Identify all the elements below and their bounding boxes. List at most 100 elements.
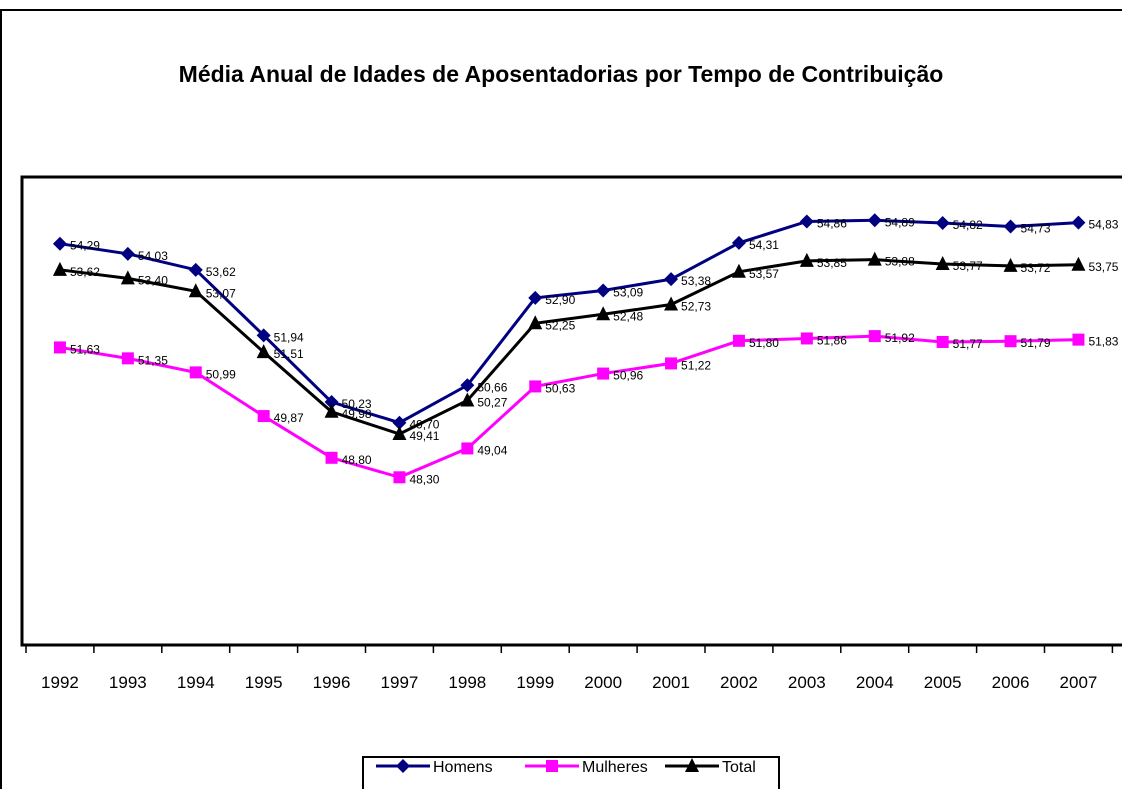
marker [731, 235, 746, 250]
data-label: 51,94 [274, 330, 304, 344]
marker [461, 442, 474, 455]
data-label: 51,51 [274, 347, 304, 361]
marker [188, 283, 203, 298]
x-tick-label: 1995 [245, 673, 283, 692]
marker [256, 344, 271, 359]
data-label: 51,22 [681, 358, 711, 372]
data-label: 50,99 [206, 367, 236, 381]
chart-title: Média Anual de Idades de Aposentadorias … [178, 61, 944, 87]
data-label: 52,48 [613, 309, 643, 323]
data-label: 49,87 [274, 411, 304, 425]
data-label: 51,83 [1088, 335, 1118, 349]
marker [1003, 219, 1018, 234]
marker [121, 352, 134, 365]
marker [393, 471, 406, 484]
marker [596, 283, 611, 298]
data-label: 51,35 [138, 353, 168, 367]
data-label: 49,41 [409, 429, 439, 443]
data-label: 49,70 [409, 418, 439, 432]
data-label: 50,96 [613, 369, 643, 383]
data-label: 54,82 [953, 218, 983, 232]
data-label: 49,98 [342, 407, 372, 421]
legend-label: Total [722, 759, 756, 776]
legend: Homens Mulheres Total [362, 756, 780, 789]
data-label: 53,77 [953, 259, 983, 273]
data-label: 52,25 [545, 318, 575, 332]
marker [1003, 257, 1018, 272]
marker [936, 335, 949, 348]
marker [935, 255, 950, 270]
x-tick-label: 1999 [516, 673, 554, 692]
marker [799, 214, 814, 229]
series-line [59, 218, 1079, 425]
marker [867, 251, 882, 266]
x-tick-label: 2006 [992, 673, 1030, 692]
data-label: 51,77 [953, 337, 983, 351]
data-label: 51,92 [885, 331, 915, 345]
series-line [59, 258, 1079, 436]
data-label: 53,07 [206, 286, 236, 300]
marker [325, 451, 338, 464]
marker [528, 290, 543, 305]
x-tick-label: 2004 [856, 673, 894, 692]
data-label: 48,30 [409, 472, 439, 486]
data-label: 53,40 [138, 273, 168, 287]
x-tick-label: 1993 [109, 673, 147, 692]
marker [256, 328, 271, 343]
marker [1071, 256, 1086, 271]
data-label: 54,29 [70, 239, 100, 253]
data-label: 52,73 [681, 300, 711, 314]
data-label: 53,88 [885, 255, 915, 269]
data-label: 51,86 [817, 333, 847, 347]
series-line [59, 334, 1079, 479]
data-label: 54,03 [138, 249, 168, 263]
data-label: 54,89 [885, 215, 915, 229]
marker [188, 262, 203, 277]
marker [189, 366, 202, 379]
data-label: 53,72 [1021, 261, 1051, 275]
marker [868, 330, 881, 343]
data-label: 50,27 [477, 395, 507, 409]
x-tick-label: 2000 [584, 673, 622, 692]
marker [1004, 335, 1017, 348]
marker [597, 367, 610, 380]
x-tick-label: 2001 [652, 673, 690, 692]
data-label: 53,57 [749, 267, 779, 281]
marker [546, 760, 558, 772]
marker [596, 306, 611, 321]
x-tick-label: 1998 [448, 673, 486, 692]
data-label: 49,04 [477, 443, 507, 457]
marker [1071, 215, 1086, 230]
data-label: 48,80 [342, 453, 372, 467]
marker [120, 246, 135, 261]
x-tick-label: 1996 [313, 673, 351, 692]
marker [257, 410, 270, 423]
data-label: 52,90 [545, 293, 575, 307]
marker [1072, 333, 1085, 346]
marker [392, 426, 407, 441]
marker [53, 341, 66, 354]
data-label: 54,86 [817, 216, 847, 230]
marker [731, 263, 746, 278]
data-label: 50,63 [545, 381, 575, 395]
marker [935, 216, 950, 231]
x-tick-label: 2002 [720, 673, 758, 692]
data-label: 50,66 [477, 380, 507, 394]
marker [664, 296, 679, 311]
data-label: 51,63 [70, 342, 100, 356]
marker [460, 378, 475, 393]
marker [324, 403, 339, 418]
marker [800, 332, 813, 345]
x-tick-label: 2003 [788, 673, 826, 692]
x-tick-label: 1994 [177, 673, 215, 692]
marker [52, 236, 67, 251]
data-label: 53,62 [206, 265, 236, 279]
marker [396, 759, 410, 773]
data-label: 54,83 [1088, 218, 1118, 232]
marker [799, 252, 814, 267]
data-label: 53,85 [817, 256, 847, 270]
marker [867, 213, 882, 228]
data-label: 53,75 [1088, 260, 1118, 274]
marker [732, 334, 745, 347]
